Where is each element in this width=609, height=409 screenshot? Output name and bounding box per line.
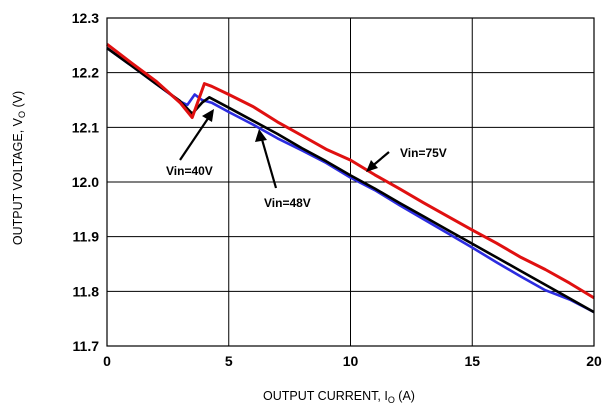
y-tick-label: 12.2: [72, 65, 99, 81]
x-tick-label: 0: [103, 353, 111, 369]
annotation-vin48-label: Vin=48V: [264, 196, 311, 210]
y-axis-title: OUTPUT VOLTAGE, VO (V): [11, 91, 27, 245]
annotation-vin40-label: Vin=40V: [166, 164, 213, 178]
y-tick-label: 11.8: [73, 283, 100, 299]
x-axis-title-sub: O: [388, 395, 395, 405]
annotation-vin40: Vin=40V: [166, 109, 214, 178]
x-tick-label: 20: [586, 353, 602, 369]
series-line-vin-40v: [106, 47, 595, 314]
series-line-vin-48v: [106, 47, 595, 314]
y-tick-label: 12.0: [72, 174, 99, 190]
y-tick-label: 11.7: [73, 338, 100, 354]
x-tick-label: 10: [343, 353, 359, 369]
grid: [106, 17, 595, 347]
x-tick-labels: 0 5 10 15 20: [103, 353, 602, 369]
y-axis-title-sub: O: [17, 111, 27, 118]
annotation-vin75-label: Vin=75V: [400, 146, 447, 160]
y-tick-label: 11.9: [73, 229, 100, 245]
series-lines: [106, 43, 595, 314]
annotation-vin75: Vin=75V: [366, 146, 447, 172]
x-tick-label: 15: [464, 353, 480, 369]
x-axis-title-main: OUTPUT CURRENT, I: [263, 389, 388, 403]
x-axis-title-unit: (A): [395, 389, 415, 403]
plot-frame: [106, 17, 595, 347]
x-axis-title: OUTPUT CURRENT, IO (A): [263, 389, 415, 405]
y-axis-title-main: OUTPUT VOLTAGE, V: [11, 117, 25, 245]
y-tick-label: 12.3: [72, 10, 99, 26]
annotation-vin48: Vin=48V: [255, 129, 311, 210]
x-tick-label: 5: [225, 353, 233, 369]
annotations: Vin=40V Vin=48V Vin=75V: [166, 109, 447, 210]
y-tick-labels: 11.7 11.8 11.9 12.0 12.1 12.2 12.3: [72, 10, 99, 354]
y-tick-label: 12.1: [72, 119, 99, 135]
y-axis-title-unit: (V): [11, 91, 25, 111]
series-line-vin-75v: [106, 43, 595, 300]
